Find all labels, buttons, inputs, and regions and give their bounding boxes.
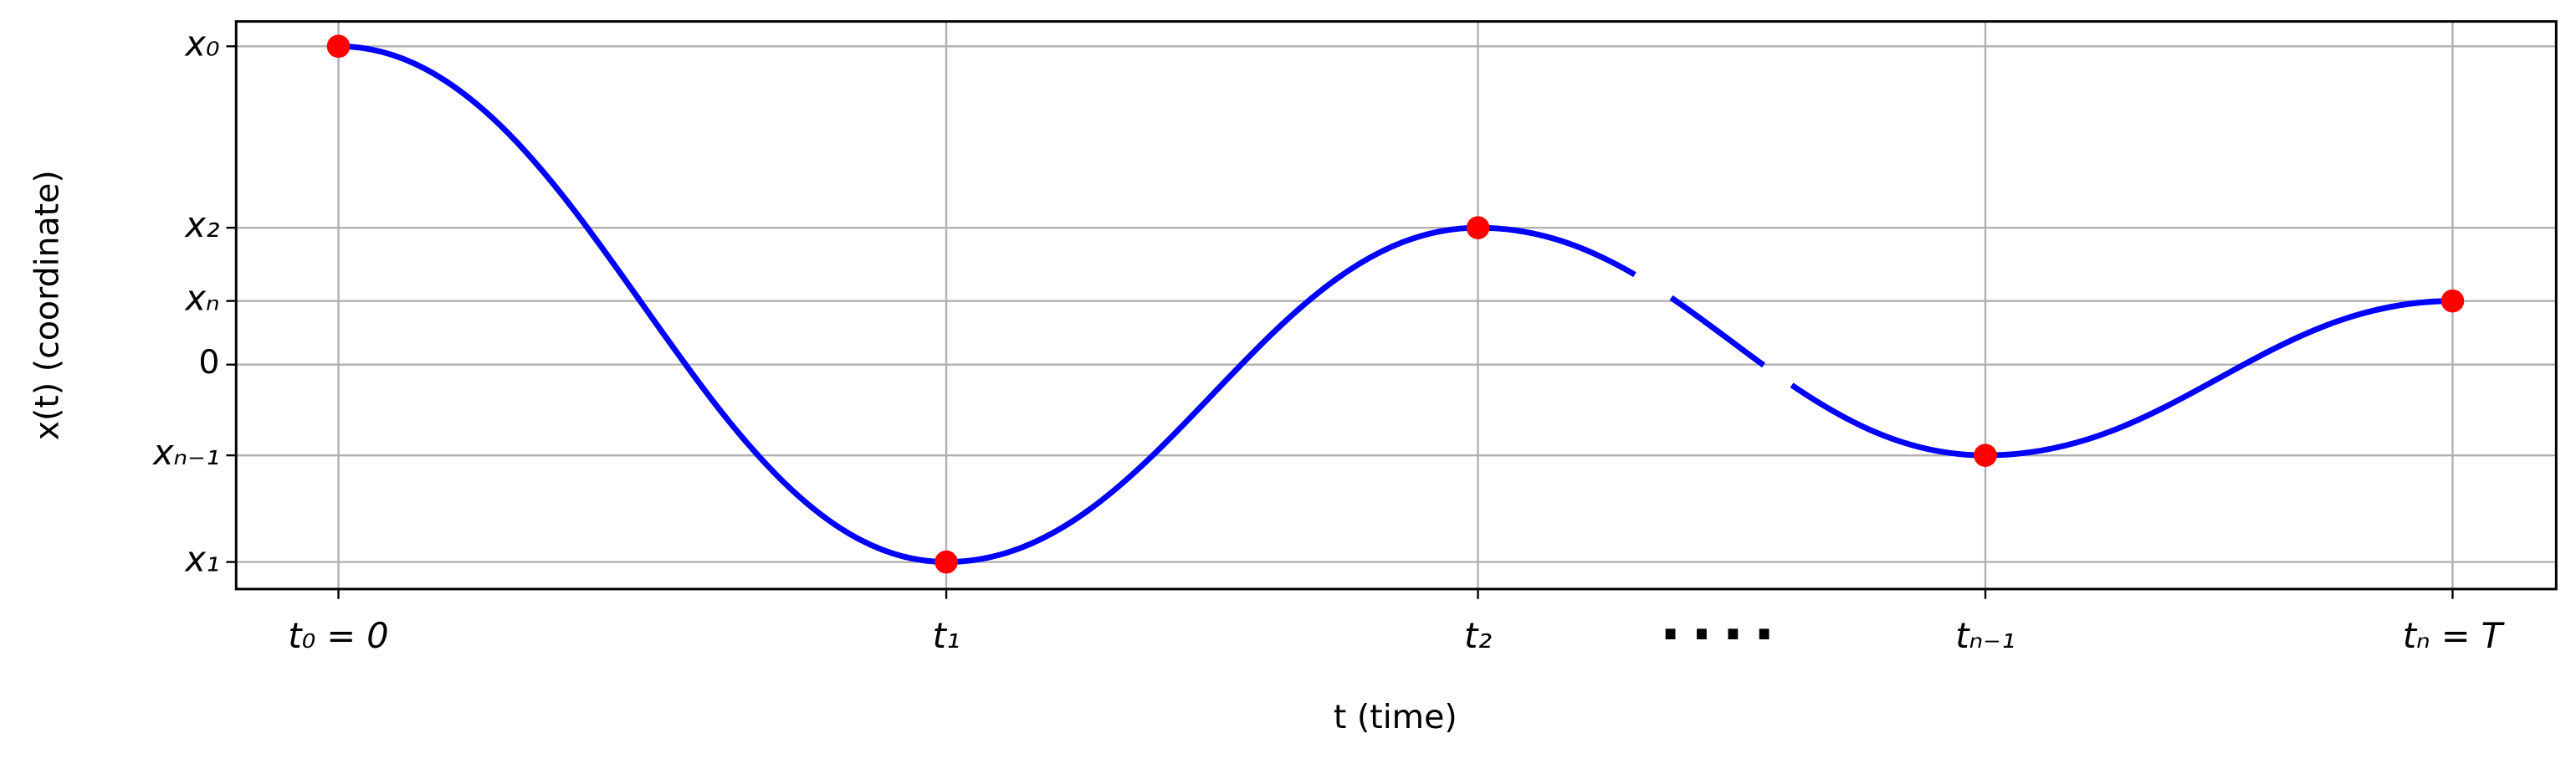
data-point — [1974, 444, 1997, 467]
y-tick-label: x₂ — [183, 205, 219, 245]
x-tick-label: tₙ₋₁ — [1955, 616, 2015, 656]
x-axis-label: t (time) — [1334, 698, 1457, 736]
y-tick-label: xₙ₋₁ — [151, 433, 220, 473]
plot-frame — [234, 20, 2558, 591]
y-tick-label: x₁ — [183, 540, 219, 580]
data-point — [2440, 289, 2465, 313]
x-tick-label: tₙ = T — [2403, 616, 2505, 656]
y-tick-label: 0 — [198, 343, 219, 382]
x-tick-label: t₀ = 0 — [288, 616, 388, 656]
data-point — [326, 34, 351, 59]
x-tick-label: t₂ — [1464, 616, 1492, 656]
x-tick-label: t₁ — [933, 616, 960, 656]
data-point — [1466, 216, 1490, 239]
y-axis-label: x(t) (coordinate) — [28, 170, 67, 440]
annotation: .... — [1660, 587, 1785, 653]
curve — [338, 43, 2453, 566]
y-tick-label: x₀ — [183, 23, 219, 64]
data-point — [935, 550, 958, 574]
y-tick-label: xₙ — [183, 279, 219, 319]
